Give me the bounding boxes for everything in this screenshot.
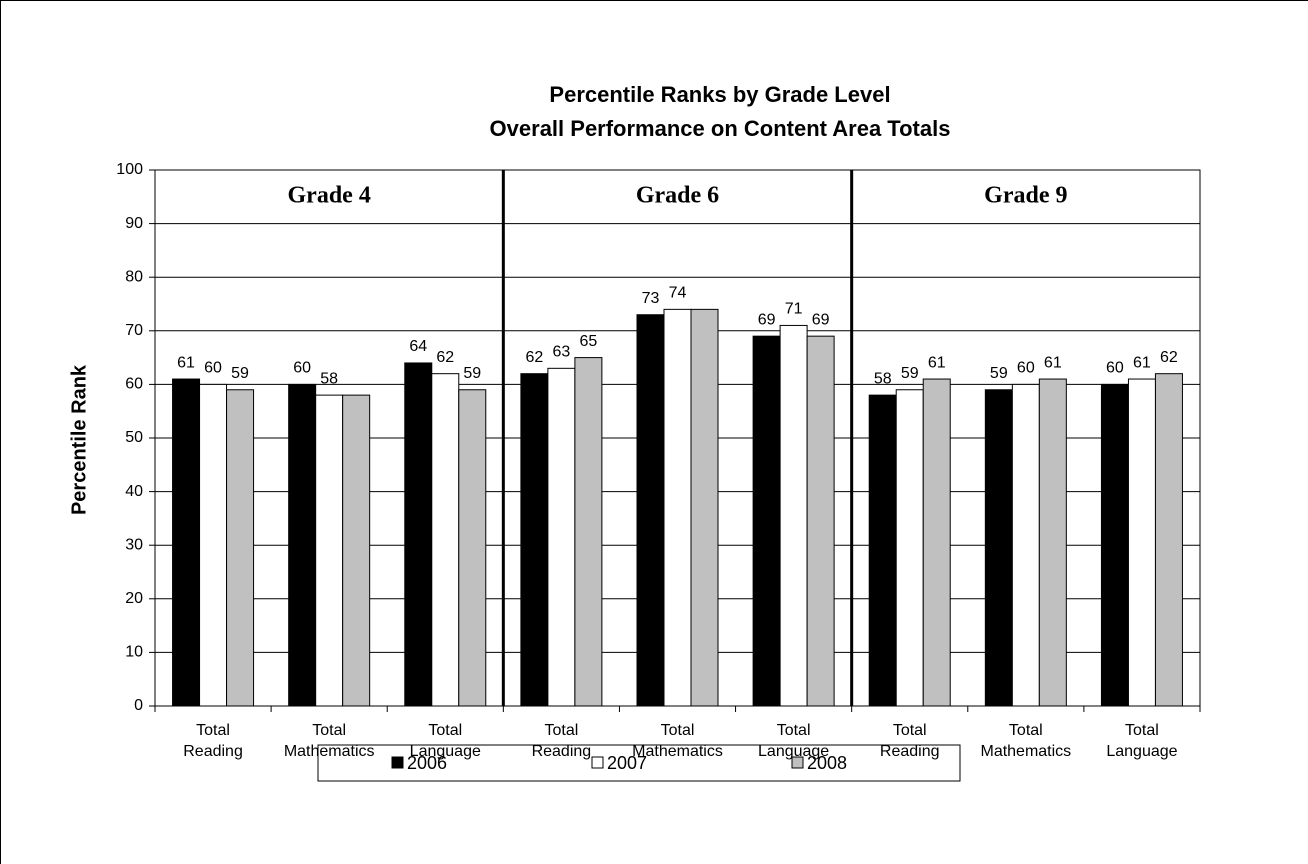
bar bbox=[1038, 378, 1067, 707]
x-tick-label: Total Language bbox=[409, 722, 481, 760]
data-label: 61 bbox=[177, 354, 195, 371]
y-tick-label: 0 bbox=[134, 697, 143, 714]
bar bbox=[636, 314, 665, 707]
data-label: 59 bbox=[990, 365, 1008, 382]
bar bbox=[868, 394, 897, 707]
data-label: 62 bbox=[525, 349, 543, 366]
y-tick-label: 20 bbox=[125, 590, 143, 607]
bar bbox=[547, 367, 576, 707]
legend-swatch bbox=[391, 756, 404, 769]
x-tick-label: Total Language bbox=[758, 722, 830, 760]
data-label: 59 bbox=[901, 365, 919, 382]
bar bbox=[226, 389, 255, 707]
data-label: 60 bbox=[204, 360, 222, 377]
bar bbox=[520, 373, 549, 707]
y-tick-label: 80 bbox=[125, 268, 143, 285]
bar bbox=[1100, 383, 1129, 707]
x-tick-label: Total Mathematics bbox=[632, 722, 723, 760]
legend-swatch bbox=[791, 756, 804, 769]
data-label: 60 bbox=[293, 360, 311, 377]
x-tick-label: Total Language bbox=[1106, 722, 1178, 760]
bar bbox=[288, 383, 317, 707]
data-label: 69 bbox=[812, 311, 830, 328]
group-label: Grade 6 bbox=[636, 183, 719, 209]
bar bbox=[172, 378, 201, 707]
data-label: 63 bbox=[552, 344, 570, 361]
data-label: 59 bbox=[463, 365, 481, 382]
data-label: 60 bbox=[1106, 360, 1124, 377]
group-label: Grade 4 bbox=[288, 183, 371, 209]
chart-title: Percentile Ranks by Grade Level bbox=[549, 82, 890, 107]
bar bbox=[431, 373, 460, 707]
bar bbox=[1127, 378, 1156, 707]
data-label: 62 bbox=[436, 349, 454, 366]
bar bbox=[752, 335, 781, 707]
x-tick-label: Total Mathematics bbox=[980, 722, 1072, 760]
x-tick-label: Total Reading bbox=[531, 722, 592, 760]
legend-label: 2008 bbox=[807, 753, 847, 773]
legend-label: 2006 bbox=[407, 753, 447, 773]
data-label: 58 bbox=[874, 370, 892, 387]
y-tick-label: 70 bbox=[125, 322, 143, 339]
y-tick-label: 30 bbox=[125, 536, 143, 553]
bar bbox=[690, 308, 719, 707]
y-axis-label: Percentile Rank bbox=[68, 364, 90, 515]
bar bbox=[574, 357, 603, 707]
y-tick-label: 100 bbox=[116, 161, 143, 178]
data-label: 58 bbox=[320, 370, 338, 387]
data-label: 64 bbox=[409, 338, 427, 355]
data-label: 65 bbox=[579, 333, 597, 350]
legend-box bbox=[317, 744, 961, 782]
y-tick-label: 40 bbox=[125, 483, 143, 500]
data-label: 73 bbox=[642, 290, 660, 307]
y-tick-label: 60 bbox=[125, 376, 143, 393]
group-label: Grade 9 bbox=[984, 183, 1067, 209]
bar bbox=[342, 394, 371, 707]
bar bbox=[315, 394, 344, 707]
y-tick-label: 10 bbox=[125, 644, 143, 661]
bar bbox=[404, 362, 433, 707]
y-tick-label: 50 bbox=[125, 429, 143, 446]
data-label: 74 bbox=[669, 285, 687, 302]
y-tick-label: 90 bbox=[125, 215, 143, 232]
data-label: 62 bbox=[1160, 349, 1178, 366]
bar bbox=[984, 389, 1013, 707]
data-label: 61 bbox=[928, 354, 946, 371]
bar bbox=[1011, 383, 1040, 707]
data-label: 61 bbox=[1133, 354, 1151, 371]
data-label: 69 bbox=[758, 311, 776, 328]
x-tick-label: Total Reading bbox=[879, 722, 940, 760]
data-label: 60 bbox=[1017, 360, 1035, 377]
data-label: 59 bbox=[231, 365, 249, 382]
bar bbox=[895, 389, 924, 707]
legend-swatch bbox=[591, 756, 604, 769]
data-label: 71 bbox=[785, 301, 803, 318]
bar bbox=[806, 335, 835, 707]
x-tick-label: Total Mathematics bbox=[283, 722, 375, 760]
bar bbox=[922, 378, 951, 707]
bar bbox=[779, 324, 808, 707]
bar bbox=[458, 389, 487, 707]
bar bbox=[1154, 373, 1183, 707]
bar bbox=[663, 308, 692, 707]
chart-subtitle: Overall Performance on Content Area Tota… bbox=[490, 116, 951, 141]
bar bbox=[199, 383, 228, 707]
data-label: 61 bbox=[1044, 354, 1062, 371]
legend-label: 2007 bbox=[607, 753, 647, 773]
x-tick-label: Total Reading bbox=[183, 722, 243, 760]
